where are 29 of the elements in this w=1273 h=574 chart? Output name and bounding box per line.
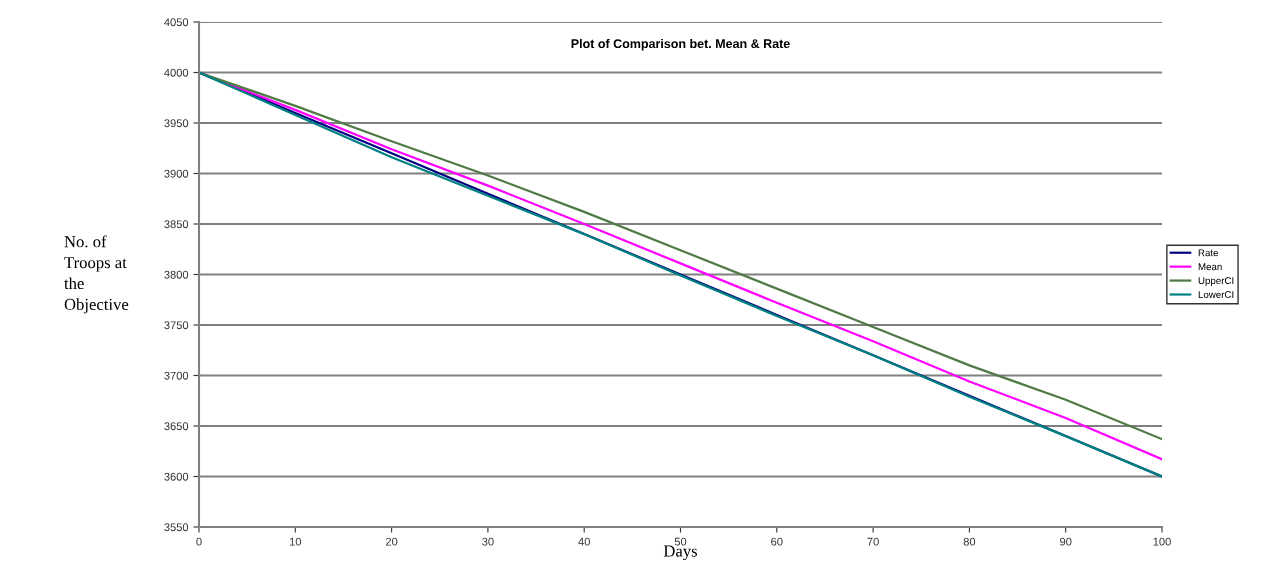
y-tick-label: 3550: [164, 523, 189, 532]
x-tick-label: 20: [385, 537, 398, 546]
legend-label: Rate: [1198, 249, 1219, 257]
y-tick-label: 3600: [164, 472, 189, 481]
y-tick-label: 3800: [164, 270, 189, 279]
x-tick-label: 90: [1060, 537, 1072, 546]
x-tick-label: 60: [771, 537, 783, 546]
y-tick-label: 3700: [164, 371, 189, 380]
y-axis-title: No. of Troops at the Objective: [64, 235, 129, 314]
legend-label: LowerCI: [1198, 291, 1234, 298]
x-tick-label: 30: [482, 537, 494, 546]
y-tick-label: 4050: [164, 18, 189, 27]
legend-label: UpperCI: [1198, 277, 1234, 286]
y-tick-label: 3750: [164, 321, 189, 330]
y-tick-label: 3950: [164, 119, 189, 128]
y-tick-label: 3900: [164, 169, 189, 178]
x-tick-label: 50: [674, 537, 687, 546]
text: Plot of Comparison bet. Mean & Rate: [571, 38, 790, 51]
y-tick-label: 3650: [164, 422, 189, 431]
x-tick-label: 10: [289, 537, 302, 546]
x-tick-label: 80: [963, 537, 976, 546]
x-tick-label: 0: [196, 537, 202, 546]
x-tick-label: 70: [867, 537, 879, 546]
legend-label: Mean: [1198, 263, 1222, 271]
y-tick-label: 3850: [164, 220, 189, 229]
x-tick-label: 100: [1153, 537, 1171, 546]
x-tick-label: 40: [578, 537, 590, 546]
y-tick-label: 4000: [164, 68, 189, 77]
x-axis-title: Days: [663, 545, 698, 561]
